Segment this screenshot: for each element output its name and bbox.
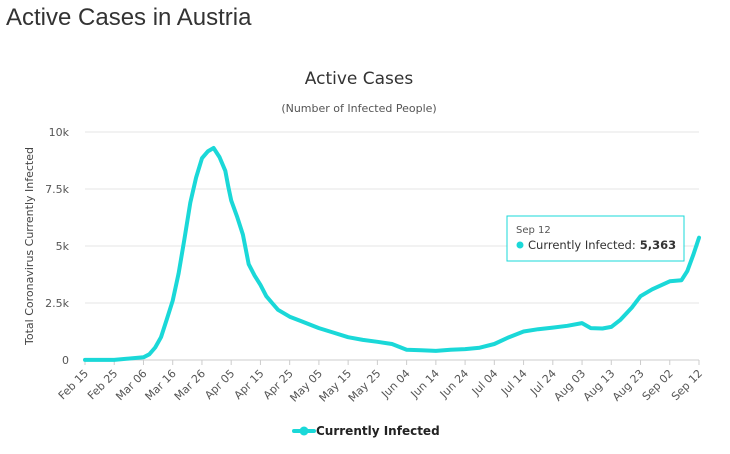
y-tick-label: 7.5k [45, 183, 69, 196]
series-line-currently-infected[interactable] [83, 146, 701, 362]
tooltip-marker [516, 241, 524, 249]
tooltip: Sep 12 Currently Infected: 5,363 [506, 215, 685, 262]
x-tick-label: Jun 14 [408, 367, 442, 401]
x-tick-label: Mar 06 [113, 367, 149, 403]
series-group [83, 146, 701, 362]
y-axis-label: Total Coronavirus Currently Infected [23, 147, 36, 346]
y-tick-labels: 0 2.5k 5k 7.5k 10k [45, 126, 69, 367]
x-tick-label: Jul 14 [498, 367, 530, 399]
tooltip-label: Currently Infected: [528, 238, 636, 252]
y-tick-label: 10k [49, 126, 70, 139]
x-tick-label: Mar 26 [172, 367, 208, 403]
legend-label[interactable]: Currently Infected [316, 424, 440, 438]
y-tick-label: 5k [56, 240, 70, 253]
x-tick-label: Sep 12 [669, 367, 705, 403]
tooltip-date: Sep 12 [516, 225, 551, 236]
tooltip-value: 5,363 [640, 238, 676, 252]
x-tick-label: Feb 15 [56, 367, 91, 402]
x-tick-label: Jun 24 [437, 367, 471, 401]
legend-marker-icon [299, 426, 309, 436]
x-tick-label: Sep 02 [640, 367, 676, 403]
x-tick-label: Jul 04 [469, 367, 501, 399]
x-tick-label: Apr 15 [232, 367, 267, 402]
y-tick-label: 0 [62, 354, 69, 367]
page-title: Active Cases in Austria [6, 4, 252, 31]
x-tick-label: Apr 05 [202, 367, 237, 402]
x-tick-label: Aug 13 [581, 367, 618, 404]
x-tick-label: Jun 04 [378, 367, 412, 401]
chart-subtitle: (Number of Infected People) [281, 102, 436, 115]
x-tick-label: Aug 23 [610, 367, 647, 404]
legend[interactable]: Currently Infected [292, 424, 440, 438]
chart-title: Active Cases [305, 69, 414, 89]
tooltip-text: Currently Infected: 5,363 [528, 238, 676, 252]
tooltip-box [506, 215, 685, 262]
y-tick-label: 2.5k [45, 297, 69, 310]
x-tick-label: May 25 [346, 367, 384, 405]
x-tick-label: Mar 16 [143, 367, 179, 403]
x-tick-label: Aug 03 [551, 367, 588, 404]
